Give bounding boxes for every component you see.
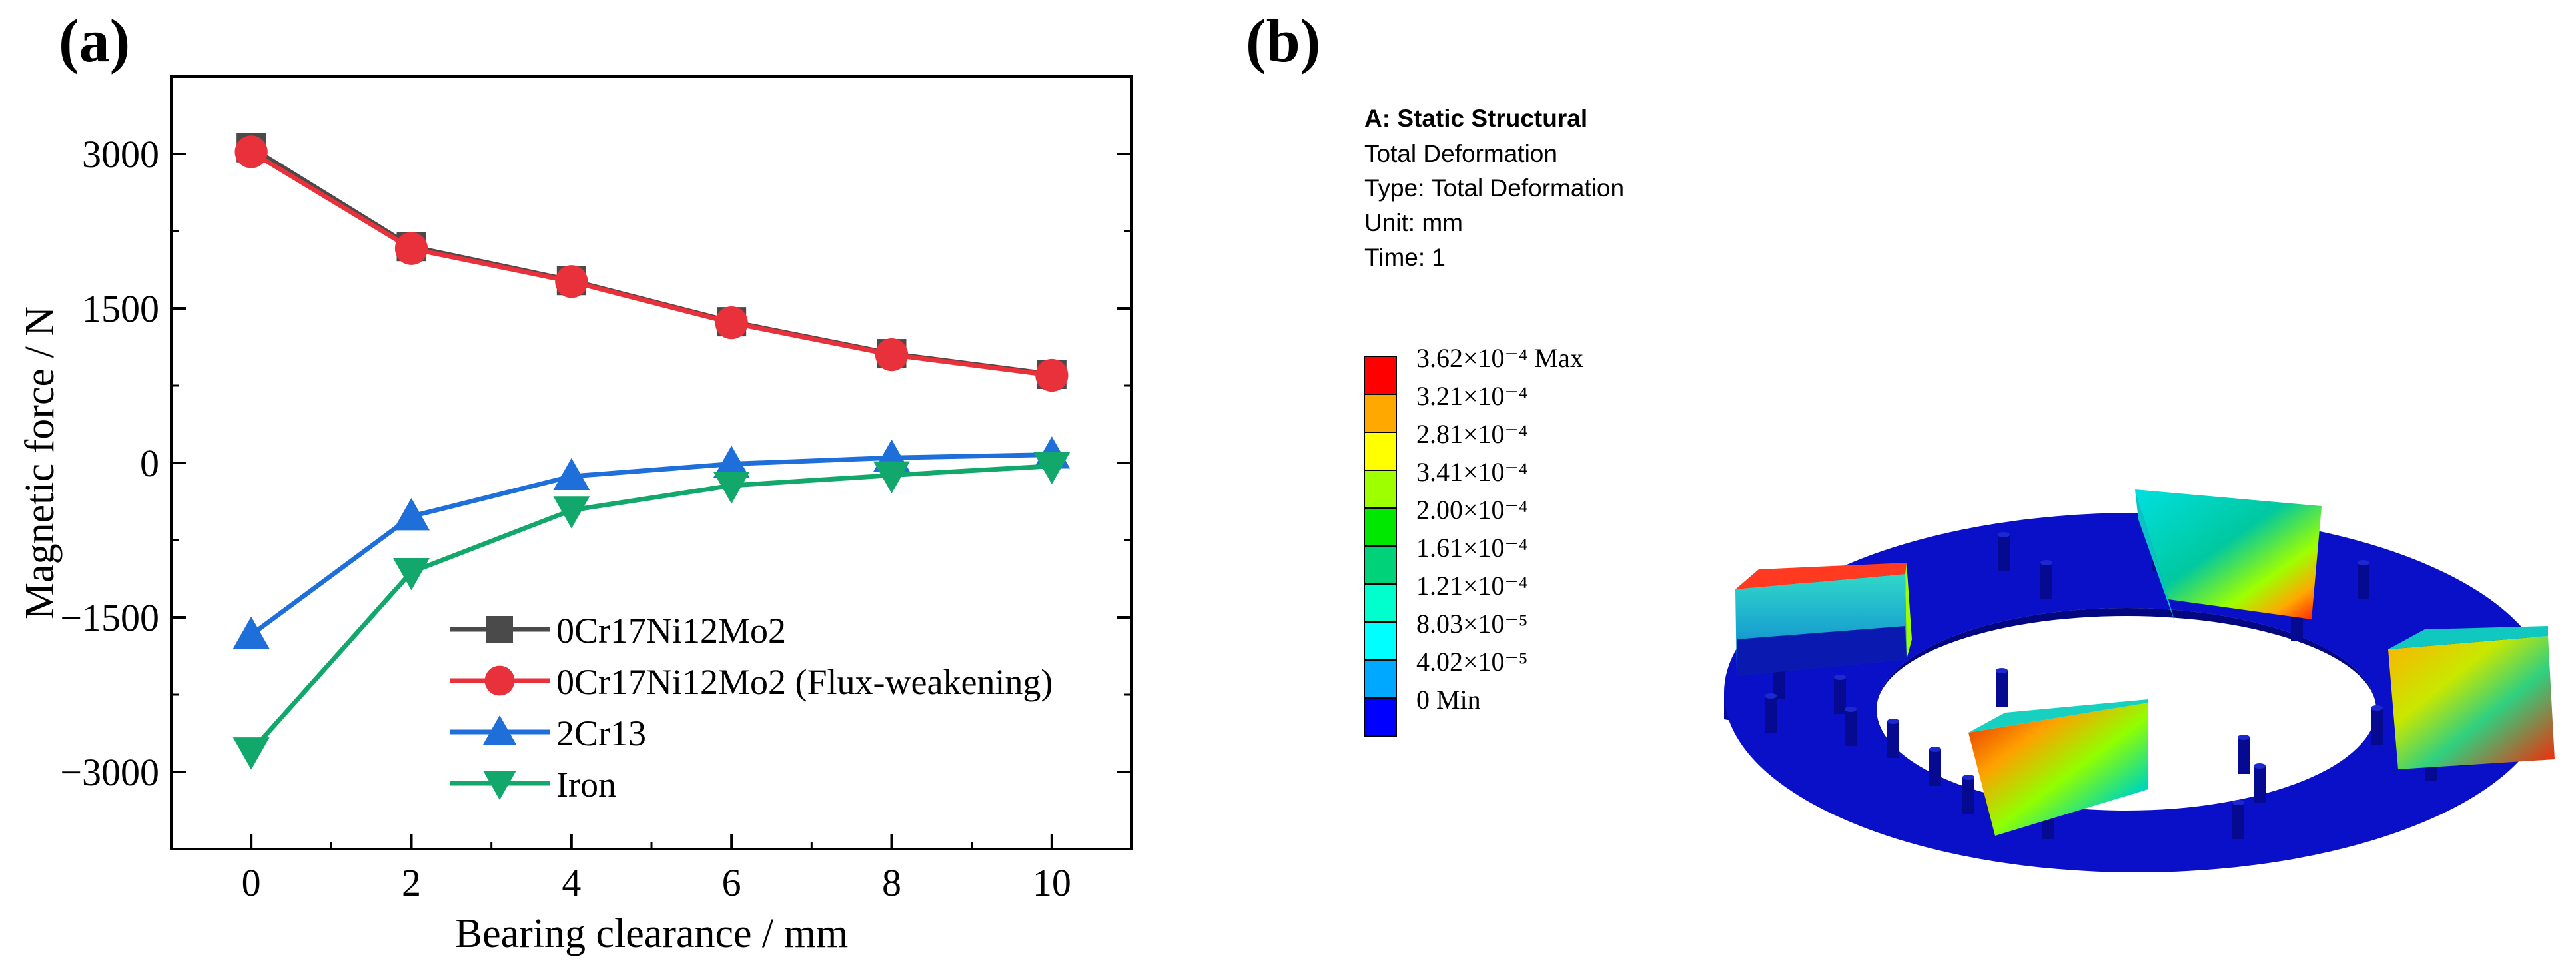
colorbar-label: 1.21×10⁻⁴ xyxy=(1416,571,1528,601)
colorbar-swatch xyxy=(1364,470,1397,509)
colorbar-swatch xyxy=(1364,394,1397,433)
simulation-header: A: Static Structural Total Deformation T… xyxy=(1364,105,1624,271)
y-tick-label: 1500 xyxy=(82,287,159,330)
series-1 xyxy=(234,135,1069,392)
mounting-pin xyxy=(2358,560,2369,599)
x-axis-ticks: 0 2 4 6 8 10 xyxy=(170,834,1133,904)
result-type: Type: Total Deformation xyxy=(1364,174,1624,202)
colorbar-swatch xyxy=(1364,621,1397,661)
colorbar-swatch xyxy=(1364,356,1397,395)
data-point xyxy=(875,338,909,372)
y-tick-label: 0 xyxy=(140,442,159,485)
mounting-pin xyxy=(2232,800,2244,839)
colorbar-label: 3.62×10⁻⁴ Max xyxy=(1416,343,1583,373)
x-tick-label: 6 xyxy=(722,861,741,904)
data-point xyxy=(393,497,430,531)
data-point xyxy=(393,558,430,591)
magnet-block-bottom xyxy=(1968,699,2148,836)
result-unit: Unit: mm xyxy=(1364,209,1463,236)
colorbar-swatch xyxy=(1364,697,1397,737)
legend-label: 0Cr17Ni12Mo2 (Flux-weakening) xyxy=(556,662,1053,702)
data-point xyxy=(1033,452,1071,485)
series-line xyxy=(250,452,1052,637)
x-tick-label: 0 xyxy=(242,861,261,904)
colorbar-label: 8.03×10⁻⁵ xyxy=(1416,609,1528,639)
magnet-block-left xyxy=(1735,563,1912,676)
chart-legend: 0Cr17Ni12Mo2 0Cr17Ni12Mo2 (Flux-weakening… xyxy=(450,611,1053,805)
panel-a-label: (a) xyxy=(59,7,130,75)
colorbar-label: 2.81×10⁻⁴ xyxy=(1416,419,1528,449)
data-point xyxy=(713,472,750,504)
data-point xyxy=(715,306,748,340)
series-layer xyxy=(232,133,1071,770)
legend-label: 0Cr17Ni12Mo2 xyxy=(556,611,786,651)
colorbar-swatch xyxy=(1364,507,1397,547)
y-axis-ticks: −3000 −1500 0 1500 3000 xyxy=(60,133,1132,794)
y-tick-label: 3000 xyxy=(82,133,159,176)
mounting-pin xyxy=(2371,705,2383,745)
mounting-pin xyxy=(1834,675,1846,714)
data-point xyxy=(873,461,910,494)
legend-label: Iron xyxy=(556,765,616,805)
data-point xyxy=(555,265,588,298)
legend-marker xyxy=(484,665,515,696)
result-time: Time: 1 xyxy=(1364,244,1446,271)
mounting-pin xyxy=(1887,719,1899,758)
colorbar-label: 1.61×10⁻⁴ xyxy=(1416,533,1528,563)
colorbar-label: 4.02×10⁻⁵ xyxy=(1416,647,1528,677)
data-point xyxy=(1035,358,1069,392)
magnet-block-right xyxy=(2388,626,2555,769)
mounting-pin xyxy=(1996,668,2008,707)
x-tick-label: 2 xyxy=(402,861,421,904)
data-point xyxy=(232,616,270,649)
y-axis-label: Magnetic force / N xyxy=(17,306,63,619)
mounting-pin xyxy=(1998,532,2010,571)
x-tick-label: 10 xyxy=(1033,861,1071,904)
y-tick-label: −1500 xyxy=(60,596,159,639)
series-0 xyxy=(236,133,1067,389)
series-line xyxy=(250,145,1053,377)
data-point xyxy=(394,232,428,265)
result-name: Total Deformation xyxy=(1364,140,1557,167)
magnet-block-top xyxy=(2135,489,2322,623)
colorbar-swatch xyxy=(1364,432,1397,471)
legend-marker xyxy=(483,771,516,800)
panel-b-label: (b) xyxy=(1246,7,1320,75)
data-point xyxy=(553,458,590,491)
analysis-title: A: Static Structural xyxy=(1364,105,1587,132)
series-line xyxy=(249,464,1053,753)
series-3 xyxy=(232,452,1071,770)
y-tick-label: −3000 xyxy=(60,751,159,794)
legend-marker xyxy=(486,616,513,643)
mounting-pin xyxy=(2238,735,2250,774)
data-point xyxy=(234,135,268,168)
colorbar-label: 3.41×10⁻⁴ xyxy=(1416,457,1528,487)
x-tick-label: 8 xyxy=(882,861,901,904)
colorbar-label: 0 Min xyxy=(1416,685,1481,715)
deformation-colorbar: 3.62×10⁻⁴ Max 3.21×10⁻⁴ 2.81×10⁻⁴ 3.41×10⁻⁴… xyxy=(1364,343,1583,737)
legend-marker xyxy=(483,715,516,745)
x-tick-label: 4 xyxy=(562,861,581,904)
legend-label: 2Cr13 xyxy=(556,713,646,753)
mounting-pin xyxy=(2254,763,2266,803)
colorbar-swatch xyxy=(1364,583,1397,623)
data-point xyxy=(553,496,590,529)
mounting-pin xyxy=(1765,693,1777,733)
series-line xyxy=(250,149,1053,378)
data-point xyxy=(713,446,750,478)
x-axis-label: Bearing clearance / mm xyxy=(455,911,848,956)
mounting-pin xyxy=(2040,560,2052,599)
colorbar-swatch xyxy=(1364,545,1397,585)
fea-model-render xyxy=(1724,489,2555,872)
line-chart: 0 2 4 6 8 10 −3000 −1500 0 1500 3000 Bearing clea… xyxy=(17,75,1133,956)
mounting-pin xyxy=(1929,747,1941,786)
mounting-pin xyxy=(1845,707,1857,746)
colorbar-swatch xyxy=(1364,659,1397,699)
mounting-pin xyxy=(1962,775,1974,814)
data-point xyxy=(232,737,270,770)
colorbar-label: 3.21×10⁻⁴ xyxy=(1416,381,1528,411)
colorbar-label: 2.00×10⁻⁴ xyxy=(1416,495,1528,525)
